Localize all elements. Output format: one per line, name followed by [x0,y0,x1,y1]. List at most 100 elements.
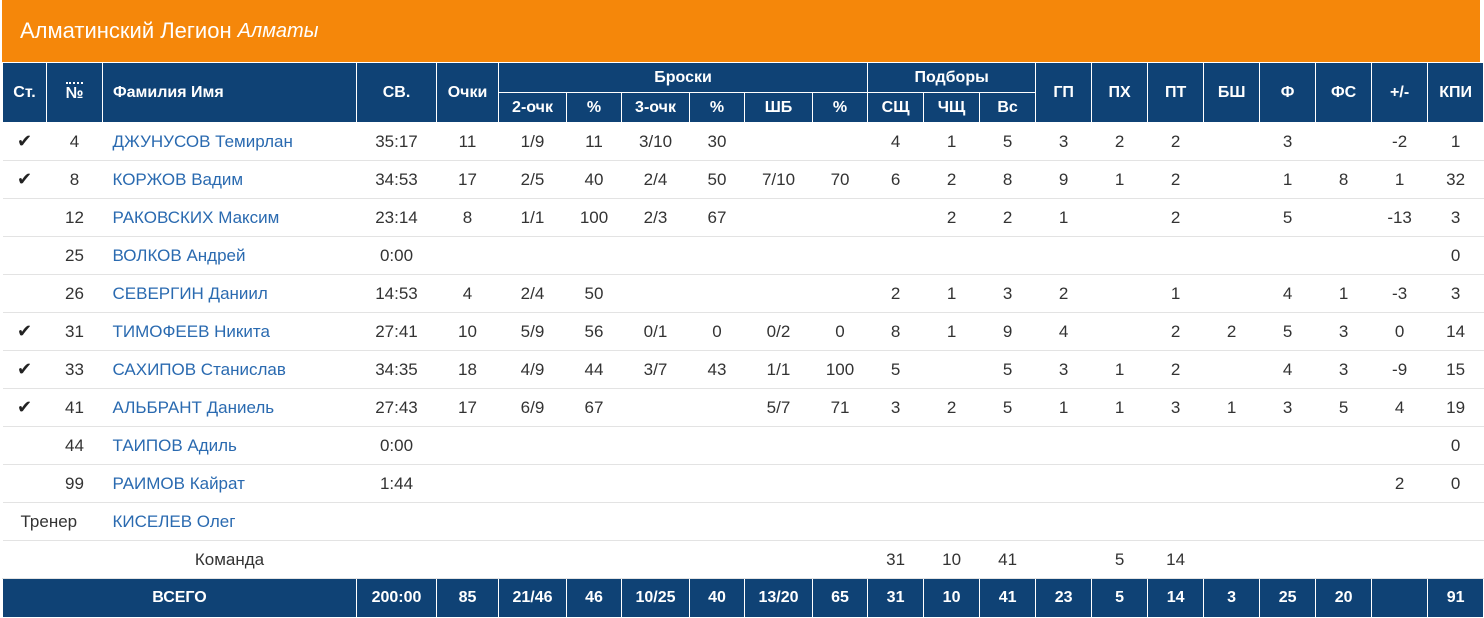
totals-points: 85 [436,578,499,618]
assists [1035,236,1092,275]
coach-link[interactable]: КИСЕЛЕВ Олег [112,511,236,531]
table-row: ✔ 8 КОРЖОВ Вадим 34:53 17 2/5 40 2/4 50 … [2,160,1484,199]
player-name-cell: САХИПОВ Станислав [102,350,357,389]
efficiency: 3 [1427,274,1484,313]
fouls-drawn: 5 [1315,388,1372,427]
efficiency: 0 [1427,426,1484,465]
totals-two-pt: 21/46 [498,578,567,618]
three-pt [621,464,690,503]
two-pct: 40 [566,160,622,199]
fouls-drawn: 3 [1315,350,1372,389]
fouls [1259,464,1316,503]
team-reb-def: 31 [867,540,924,579]
coach-row: Тренер КИСЕЛЕВ Олег [2,502,1484,541]
three-pct [689,274,745,313]
fouls-drawn [1315,426,1372,465]
fouls: 3 [1259,388,1316,427]
minutes: 27:41 [356,312,437,351]
player-name-cell: ДЖУНУСОВ Темирлан [102,122,357,161]
totals-blocks: 3 [1203,578,1261,618]
player-link[interactable]: РАИМОВ Кайрат [112,473,245,493]
ft: 1/1 [744,350,813,389]
steals: 1 [1091,160,1148,199]
player-link[interactable]: ТИМОФЕЕВ Никита [112,321,270,341]
col-number[interactable]: № [46,62,103,123]
assists: 9 [1035,160,1092,199]
fouls-drawn: 8 [1315,160,1372,199]
coach-name-cell: КИСЕЛЕВ Олег [102,502,357,541]
fouls: 5 [1259,312,1316,351]
fouls-drawn [1315,198,1372,237]
player-link[interactable]: СЕВЕРГИН Даниил [112,283,268,303]
table-row: 25 ВОЛКОВ Андрей 0:00 0 [2,236,1484,275]
totals-minutes: 200:00 [356,578,437,618]
reb-def: 6 [867,160,924,199]
totals-fouls-drawn: 20 [1315,578,1373,618]
two-pct: 67 [566,388,622,427]
table-row: 44 ТАИПОВ Адиль 0:00 0 [2,426,1484,465]
team-header-bar: Алматинский Легион Алматы [2,0,1480,62]
totals-plus-minus [1371,578,1429,618]
table-row: ✔ 41 АЛЬБРАНТ Даниель 27:43 17 6/9 67 5/… [2,388,1484,427]
three-pct [689,426,745,465]
steals: 1 [1091,388,1148,427]
ft-pct [812,198,868,237]
player-link[interactable]: ТАИПОВ Адиль [112,435,237,455]
totals-label: ВСЕГО [2,578,357,618]
blocks [1203,198,1260,237]
two-pct [566,426,622,465]
table-row: ✔ 4 ДЖУНУСОВ Темирлан 35:17 11 1/9 11 3/… [2,122,1484,161]
player-link[interactable]: КОРЖОВ Вадим [112,169,244,189]
player-number: 41 [46,388,103,427]
player-link[interactable]: АЛЬБРАНТ Даниель [112,397,275,417]
player-link[interactable]: ДЖУНУСОВ Темирлан [112,131,293,151]
player-link[interactable]: САХИПОВ Станислав [112,359,286,379]
player-link[interactable]: ВОЛКОВ Андрей [112,245,246,265]
player-number: 44 [46,426,103,465]
player-name-cell: РАИМОВ Кайрат [102,464,357,503]
totals-fouls: 25 [1259,578,1317,618]
fouls: 4 [1259,274,1316,313]
totals-three-pct: 40 [689,578,745,618]
col-group-shots: Броски [497,62,869,93]
turnovers: 3 [1147,388,1204,427]
efficiency: 0 [1427,236,1484,275]
reb-total: 8 [979,160,1036,199]
minutes: 14:53 [356,274,437,313]
player-name-cell: АЛЬБРАНТ Даниель [102,388,357,427]
reb-off [923,464,980,503]
col-plus-minus: +/- [1371,62,1429,123]
two-pct [566,236,622,275]
three-pct: 30 [689,122,745,161]
ft-pct [812,426,868,465]
plus-minus: -13 [1371,198,1428,237]
player-number: 4 [46,122,103,161]
two-pt: 4/9 [498,350,567,389]
starter-check-icon: ✔ [2,388,47,427]
col-three-pct: % [689,92,745,123]
player-name-cell: РАКОВСКИХ Максим [102,198,357,237]
plus-minus: 2 [1371,464,1428,503]
reb-def [867,426,924,465]
team-row-blank-shots [356,540,868,579]
assists: 3 [1035,122,1092,161]
col-start: Ст. [2,62,47,123]
ft [744,236,813,275]
assists: 2 [1035,274,1092,313]
points: 10 [436,312,499,351]
turnovers: 2 [1147,350,1204,389]
fouls-drawn: 1 [1315,274,1372,313]
blocks [1203,160,1260,199]
player-number: 26 [46,274,103,313]
table-row: 12 РАКОВСКИХ Максим 23:14 8 1/1 100 2/3 … [2,198,1484,237]
efficiency: 3 [1427,198,1484,237]
col-points: Очки [436,62,499,123]
steals [1091,236,1148,275]
turnovers: 2 [1147,198,1204,237]
blocks [1203,122,1260,161]
reb-off: 2 [923,160,980,199]
reb-total [979,236,1036,275]
player-link[interactable]: РАКОВСКИХ Максим [112,207,280,227]
assists [1035,426,1092,465]
reb-off: 1 [923,312,980,351]
